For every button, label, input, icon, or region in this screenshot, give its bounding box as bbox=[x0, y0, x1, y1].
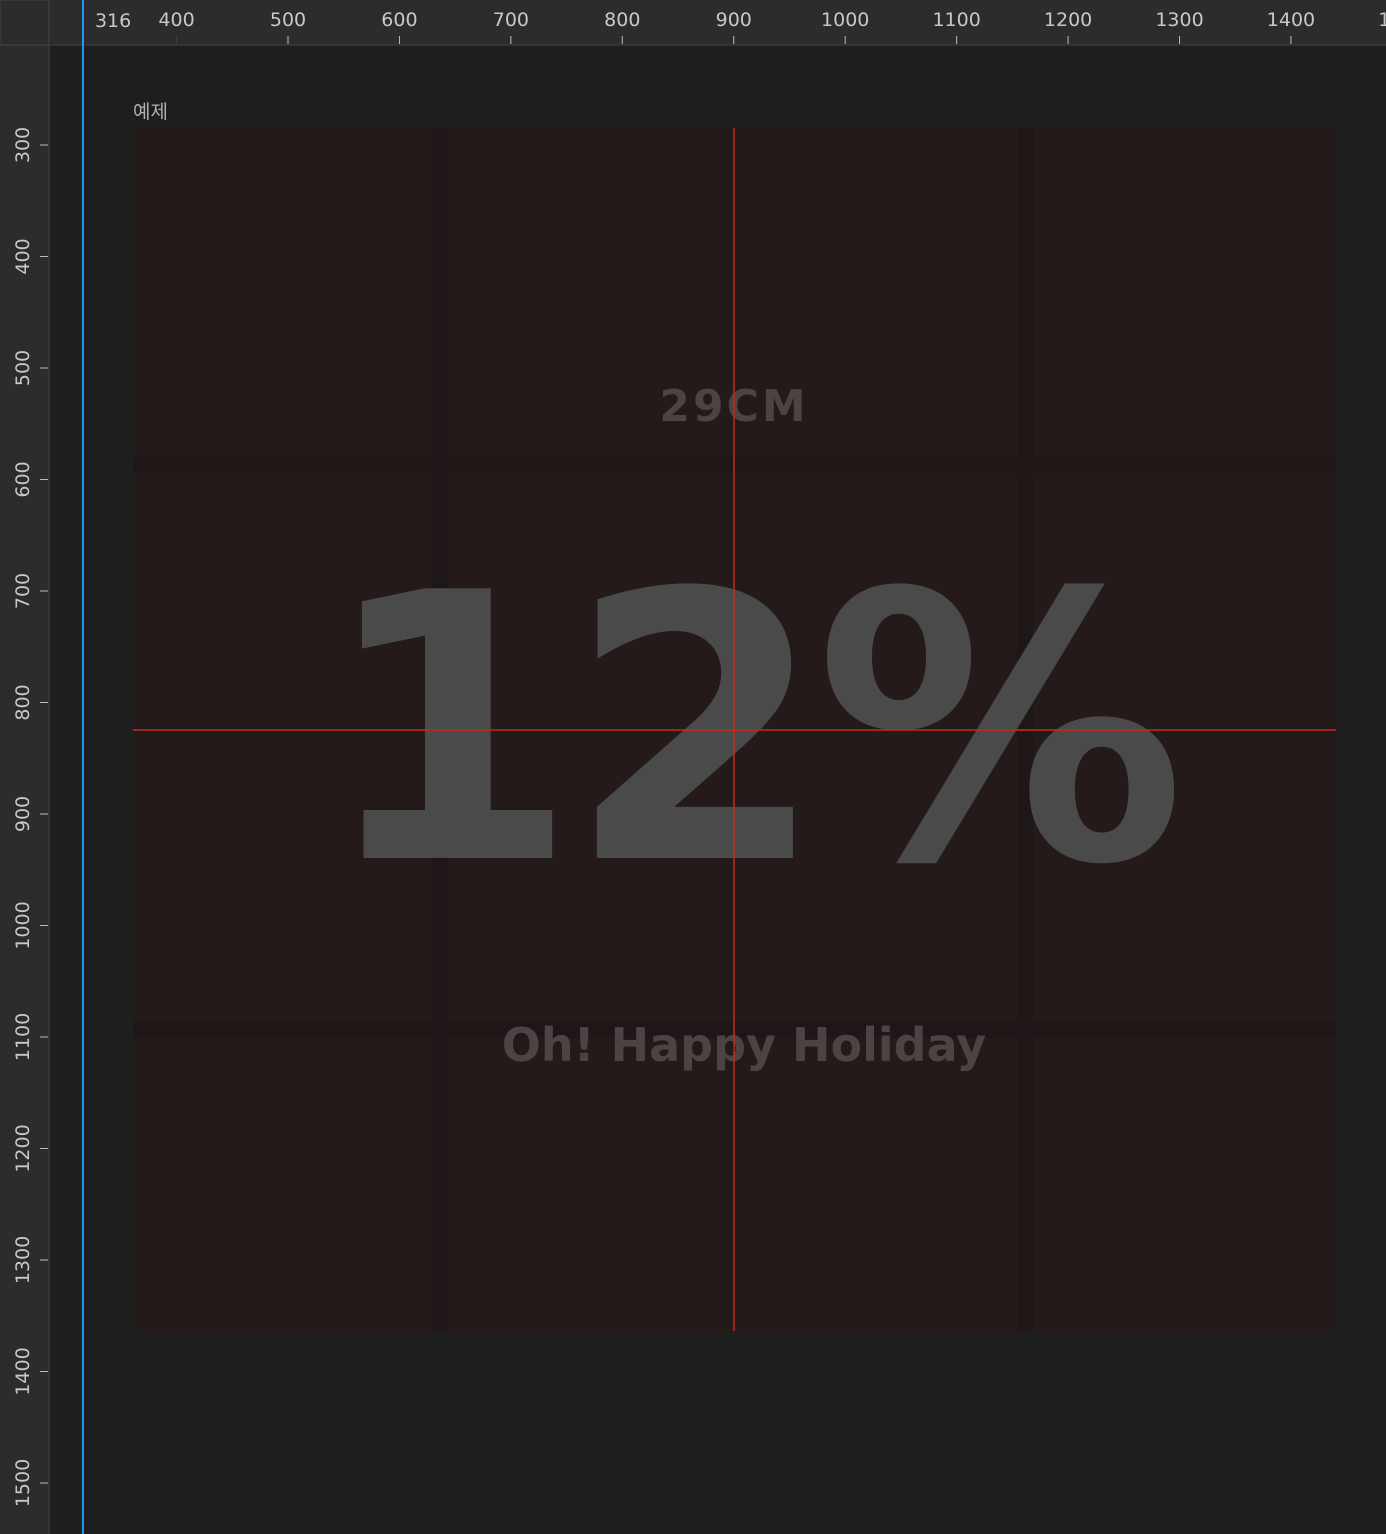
x-ruler-label: 1000 bbox=[821, 9, 869, 31]
ruler-corner bbox=[0, 0, 50, 46]
y-ruler-label: 1100 bbox=[12, 1013, 34, 1061]
x-ruler-label: 400 bbox=[158, 9, 194, 31]
tagline-text: Oh! Happy Holiday bbox=[502, 1018, 986, 1072]
y-ruler-label: 800 bbox=[12, 684, 34, 720]
y-ruler-label: 500 bbox=[12, 350, 34, 386]
x-ruler-label: 600 bbox=[381, 9, 417, 31]
top-ruler bbox=[0, 0, 1386, 45]
y-ruler-label: 1300 bbox=[12, 1236, 34, 1284]
x-ruler-label: 1100 bbox=[932, 9, 980, 31]
x-ruler-label: 1300 bbox=[1155, 9, 1203, 31]
frame-label[interactable]: 예제 bbox=[133, 101, 168, 123]
y-ruler-label: 1000 bbox=[12, 901, 34, 949]
x-ruler-label: 800 bbox=[604, 9, 640, 31]
x-ruler-label: 900 bbox=[716, 9, 752, 31]
y-ruler-label: 600 bbox=[12, 461, 34, 497]
x-ruler-label: 1400 bbox=[1267, 9, 1315, 31]
y-ruler-label: 400 bbox=[12, 238, 34, 274]
y-ruler-label: 1200 bbox=[12, 1124, 34, 1172]
brand-text: 29CM bbox=[659, 381, 808, 432]
y-ruler-label: 1500 bbox=[12, 1459, 34, 1507]
x-ruler-label: 1200 bbox=[1044, 9, 1092, 31]
y-ruler-label: 700 bbox=[12, 573, 34, 609]
headline-text: 12% bbox=[320, 516, 1179, 946]
selection-label: 316 bbox=[95, 10, 131, 32]
x-ruler-label: 500 bbox=[270, 9, 306, 31]
left-ruler bbox=[0, 0, 49, 1534]
y-ruler-label: 1400 bbox=[12, 1347, 34, 1395]
x-ruler-label: 700 bbox=[493, 9, 529, 31]
x-ruler-label: 1500 bbox=[1378, 9, 1386, 31]
y-ruler-label: 900 bbox=[12, 796, 34, 832]
y-ruler-label: 300 bbox=[12, 127, 34, 163]
